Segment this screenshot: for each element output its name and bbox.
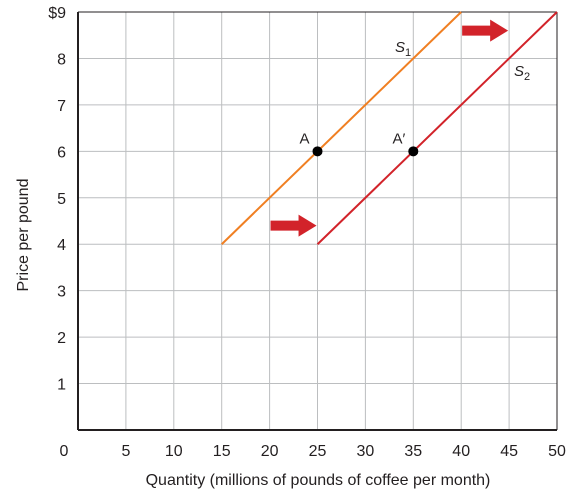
point-marker <box>408 146 418 156</box>
y-tick-label: 8 <box>57 51 66 68</box>
shift-arrows <box>271 20 509 237</box>
y-tick-label: $9 <box>48 5 66 22</box>
y-tick-label: 2 <box>57 330 66 347</box>
series-lines: S1 S2 <box>222 12 557 244</box>
series-line-s1 <box>222 12 462 244</box>
x-tick-label: 30 <box>357 443 375 460</box>
y-tick-label: 7 <box>57 98 66 115</box>
x-tick-label: 10 <box>165 443 183 460</box>
x-tick-label: 0 <box>60 443 69 460</box>
x-tick-label: 5 <box>121 443 130 460</box>
point-label: A <box>299 130 309 147</box>
x-tick-label: 40 <box>452 443 470 460</box>
x-axis-label: Quantity (millions of pounds of coffee p… <box>146 472 491 489</box>
x-tick-label: 25 <box>309 443 327 460</box>
x-tick-label: 35 <box>404 443 422 460</box>
shift-arrow-icon <box>271 215 317 237</box>
x-tick-label: 45 <box>500 443 518 460</box>
x-tick-label: 50 <box>548 443 566 460</box>
point-label: A′ <box>392 130 405 147</box>
shift-arrow-icon <box>462 20 508 42</box>
grid <box>78 12 557 430</box>
series-line-s2 <box>318 12 558 244</box>
y-tick-label: 3 <box>57 284 66 301</box>
y-axis-label: Price per pound <box>15 179 32 292</box>
series-label-s1: S1 <box>395 39 411 59</box>
point-marker <box>313 146 323 156</box>
x-tick-label: 20 <box>261 443 279 460</box>
y-tick-label: 5 <box>57 191 66 208</box>
y-tick-label: 4 <box>57 237 66 254</box>
y-tick-label: 1 <box>57 377 66 394</box>
y-tick-label: 6 <box>57 144 66 161</box>
x-tick-label: 15 <box>213 443 231 460</box>
series-label-s2: S2 <box>514 63 530 83</box>
